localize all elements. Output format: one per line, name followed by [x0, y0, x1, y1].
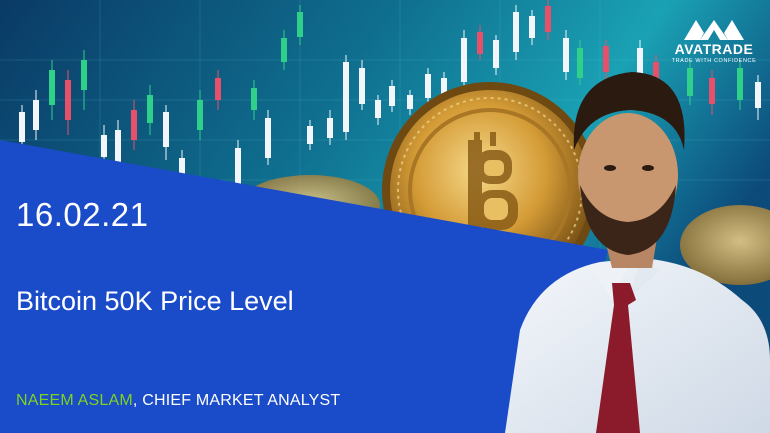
avatrade-logo[interactable]: AVATRADE TRADE WITH CONFIDENCE — [668, 18, 760, 64]
avatrade-triangles-icon — [684, 20, 744, 40]
blue-panel — [0, 140, 608, 433]
author-byline: NAEEM ASLAM, CHIEF MARKET ANALYST — [16, 392, 340, 410]
logo-tagline: TRADE WITH CONFIDENCE — [671, 58, 757, 64]
bitcoin-coin-icon — [680, 205, 770, 285]
author-title: CHIEF MARKET ANALYST — [137, 392, 341, 409]
author-name: NAEEM ASLAM — [16, 392, 133, 409]
author-separator: , — [132, 392, 138, 409]
logo-brand-name: AVATRADE — [674, 41, 754, 57]
candlesticks — [19, 0, 761, 195]
publish-date: 16.02.21 — [16, 196, 149, 233]
headline: Bitcoin 50K Price Level — [16, 286, 294, 316]
presenter-photo — [505, 72, 770, 433]
